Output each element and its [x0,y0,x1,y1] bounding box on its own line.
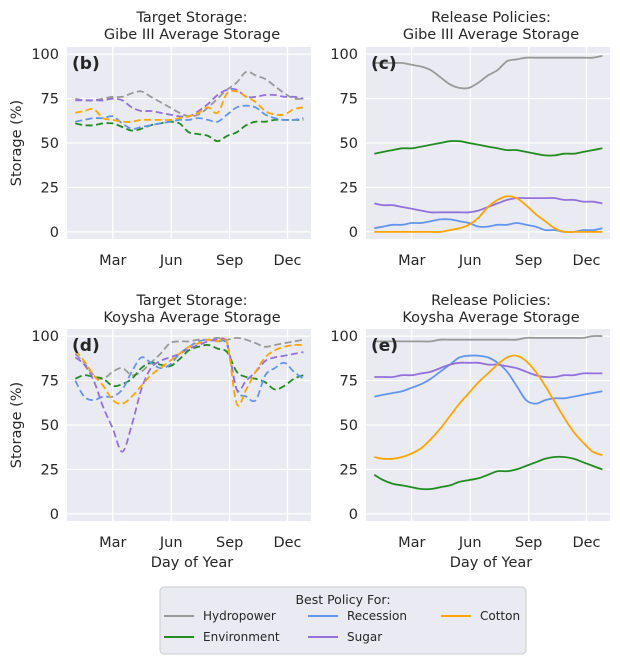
panel-c-yticks: 0 25 50 75 100 [330,47,358,241]
panel-d-xticks: Mar Jun Sep Dec [99,535,301,551]
panel-d-subtitle: Koysha Average Storage [103,310,280,326]
panel-d-ytick-label: 25 [41,462,59,478]
panel-e-xtick-label: Mar [398,535,425,551]
legend-label-recession: Recession [347,609,407,623]
panel-c-subtitle: Gibe III Average Storage [403,27,579,43]
panel-e-subtitle: Koysha Average Storage [402,310,579,326]
panel-c-line-cotton [374,195,603,234]
panel-e-label: (e) [371,336,398,356]
panel-c-ytick-label: 100 [330,47,358,63]
panel-d-ylabel: Storage (%) [9,382,25,468]
panel-e-ytick-label: 50 [340,418,358,434]
panel-e-xtick-label: Sep [515,535,542,551]
panel-d-yticks: 0 25 50 75 100 [31,329,59,523]
panel-b-ytick-label: 75 [41,92,59,108]
panel-b-xtick-label: Dec [273,253,301,269]
panel-b-target-gibe: Target Storage: Gibe III Average Storage… [9,10,311,269]
panel-e-line-sugar [374,361,603,379]
panel-d-xlabel: Day of Year [151,555,234,571]
panel-e-line-cotton [374,354,603,460]
panel-e-xticks: Mar Jun Sep Dec [398,535,600,551]
panel-e-release-koysha: Release Policies: Koysha Average Storage… [330,293,610,571]
panel-c-label: (c) [371,54,397,74]
panel-e-xtick-label: Jun [458,535,482,551]
panel-e-ytick-label: 75 [340,374,358,390]
panel-c-xtick-label: Mar [398,253,425,269]
panel-c-ytick-label: 50 [340,136,358,152]
panel-b-ytick-label: 25 [41,180,59,196]
panel-e-line-environment [373,455,603,491]
panel-e-xtick-label: Dec [572,535,600,551]
panel-e-yticks: 0 25 50 75 100 [330,329,358,523]
panel-d-line-cotton [74,337,304,407]
panel-d-ytick-label: 0 [50,507,59,523]
panel-c-ytick-label: 75 [340,92,358,108]
panel-c-ytick-label: 0 [349,225,358,241]
panel-d-grid [67,329,311,521]
panel-d-xtick-label: Jun [159,535,183,551]
panel-d-ytick-label: 75 [41,374,59,390]
panel-c-xtick-label: Sep [515,253,542,269]
panel-b-xticks: Mar Jun Sep Dec [99,253,301,269]
panel-b-ylabel: Storage (%) [9,100,25,186]
panel-b-ytick-label: 100 [31,47,59,63]
panel-b-subtitle: Gibe III Average Storage [104,27,280,43]
panel-c-xticks: Mar Jun Sep Dec [398,253,600,269]
panel-e-line-recession [374,354,603,405]
panel-d-xtick-label: Sep [216,535,243,551]
panel-d-label: (d) [72,336,100,356]
panel-c-lines [374,55,603,234]
panel-c-xtick-label: Dec [572,253,600,269]
panel-c-xtick-label: Jun [458,253,482,269]
panel-d-line-sugar [74,337,304,453]
panel-d-ytick-label: 100 [31,329,59,345]
panel-b-line-environment [75,118,304,143]
panel-b-line-cotton [75,89,304,123]
panel-b-xtick-label: Jun [159,253,183,269]
panel-d-title: Target Storage: [135,293,247,309]
panel-b-ytick-label: 0 [50,225,59,241]
panel-c-ytick-label: 25 [340,180,358,196]
panel-d-ytick-label: 50 [41,418,59,434]
legend-items: Hydropower Environment Recession Sugar Cotto… [164,609,520,644]
panel-c-line-environment [374,140,603,157]
panel-e-ytick-label: 25 [340,462,358,478]
panel-d-line-hydropower [74,337,304,380]
panel-d-target-koysha: Target Storage: Koysha Average Storage (… [9,293,311,571]
panel-e-title: Release Policies: [431,293,551,309]
legend-label-environment: Environment [203,630,280,644]
panel-b-label: (b) [72,54,100,74]
panel-e-line-hydropower [374,335,603,343]
legend-label-cotton: Cotton [480,609,520,623]
panel-c-title: Release Policies: [431,10,551,26]
panel-b-lines [75,70,304,143]
panel-e-ytick-label: 0 [349,507,358,523]
panel-e-xlabel: Day of Year [450,555,533,571]
panel-b-ytick-label: 50 [41,136,59,152]
legend-title: Best Policy For: [295,592,390,607]
panel-c-line-hydropower [374,55,603,90]
panel-d-line-environment [74,344,304,391]
panel-b-title: Target Storage: [135,10,247,26]
panel-d-xtick-label: Dec [273,535,301,551]
panel-e-lines [373,335,603,491]
panel-d-line-recession [74,338,304,403]
panel-b-yticks: 0 25 50 75 100 [31,47,59,241]
panel-d-xtick-label: Mar [99,535,126,551]
panel-e-ytick-label: 100 [330,329,358,345]
legend: Best Policy For: Hydropower Environment Re… [159,586,527,655]
panel-d-lines [74,337,304,453]
panel-b-xtick-label: Sep [216,253,243,269]
legend-box [159,586,527,655]
panel-b-xtick-label: Mar [99,253,126,269]
panel-c-release-gibe: Release Policies: Gibe III Average Stora… [330,10,610,269]
legend-label-sugar: Sugar [347,630,382,644]
legend-label-hydropower: Hydropower [203,609,276,623]
panel-b-line-recession [75,104,304,130]
